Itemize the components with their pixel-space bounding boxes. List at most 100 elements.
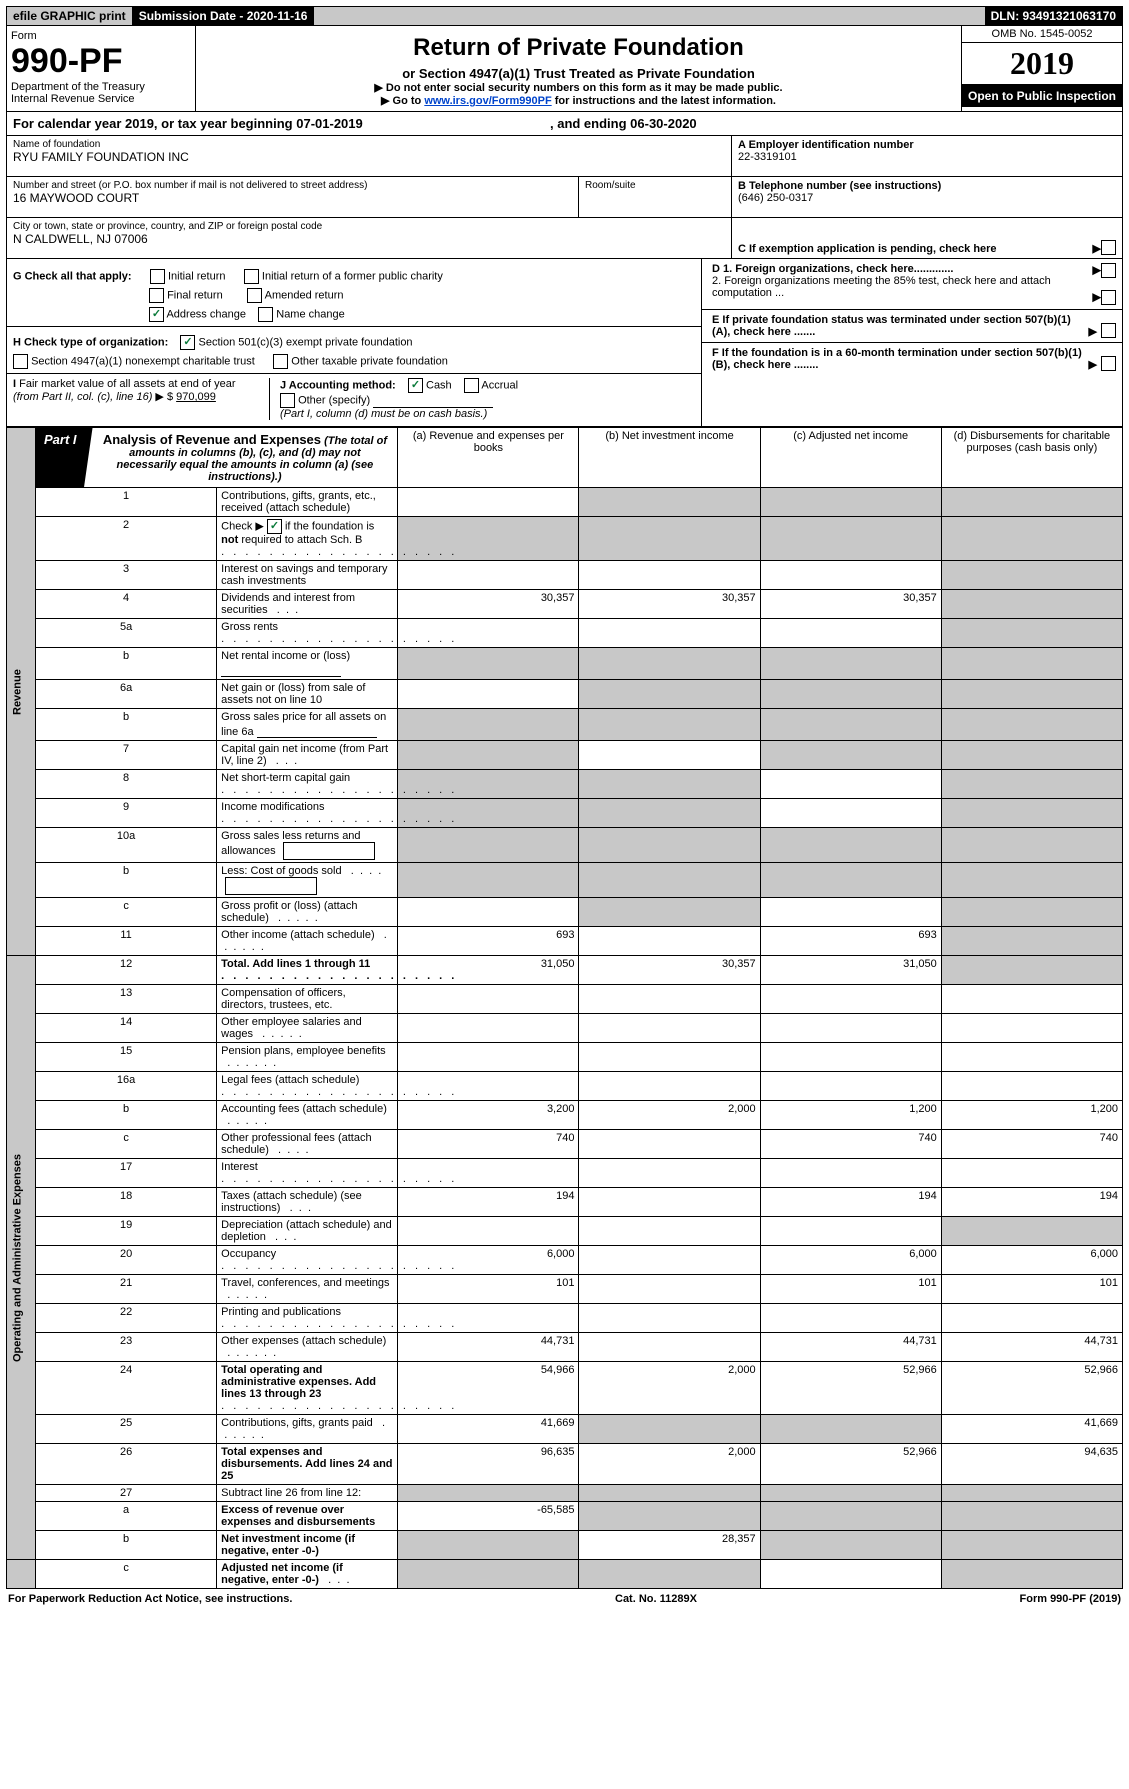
name-change-checkbox[interactable] xyxy=(258,307,273,322)
exemption-pending-checkbox[interactable] xyxy=(1101,240,1116,255)
tax-year: 2019 xyxy=(962,43,1122,85)
amended-return-label: Amended return xyxy=(265,289,344,301)
l26-a: 96,635 xyxy=(398,1444,579,1485)
d2-checkbox[interactable] xyxy=(1101,290,1116,305)
line-17: Interest xyxy=(217,1159,398,1188)
ssn-warning: ▶ Do not enter social security numbers o… xyxy=(206,81,951,94)
form-subtitle: or Section 4947(a)(1) Trust Treated as P… xyxy=(206,66,951,81)
header-left: Form 990-PF Department of the Treasury I… xyxy=(7,26,196,111)
room-label: Room/suite xyxy=(585,180,725,191)
initial-former-label: Initial return of a former public charit… xyxy=(262,270,443,282)
address-change-checkbox[interactable] xyxy=(149,307,164,322)
other-method-checkbox[interactable] xyxy=(280,393,295,408)
line-5a: Gross rents xyxy=(217,619,398,648)
l16b-d: 1,200 xyxy=(941,1101,1122,1130)
info-left: Name of foundation RYU FAMILY FOUNDATION… xyxy=(7,136,731,258)
l23-c: 44,731 xyxy=(760,1333,941,1362)
ein: 22-3319101 xyxy=(738,151,1116,163)
g-label: G Check all that apply: xyxy=(13,270,132,282)
part1-title: Analysis of Revenue and Expenses xyxy=(103,432,321,447)
line-1: Contributions, gifts, grants, etc., rece… xyxy=(217,488,398,517)
schb-checkbox[interactable] xyxy=(267,519,282,534)
address-label: Number and street (or P.O. box number if… xyxy=(13,180,572,191)
irs: Internal Revenue Service xyxy=(11,93,191,105)
foundation-name-label: Name of foundation xyxy=(13,139,725,150)
other-taxable-label: Other taxable private foundation xyxy=(291,355,448,367)
revenue-sidebar: Revenue xyxy=(7,428,36,956)
address-change-label: Address change xyxy=(166,308,246,320)
final-return-checkbox[interactable] xyxy=(149,288,164,303)
l18-c: 194 xyxy=(760,1188,941,1217)
line-10b: Less: Cost of goods sold . . . . xyxy=(217,863,398,898)
line-23: Other expenses (attach schedule) . . . .… xyxy=(217,1333,398,1362)
calendar-year-row: For calendar year 2019, or tax year begi… xyxy=(6,112,1123,136)
4947-checkbox[interactable] xyxy=(13,354,28,369)
initial-former-checkbox[interactable] xyxy=(244,269,259,284)
e-checkbox[interactable] xyxy=(1101,323,1116,338)
accrual-checkbox[interactable] xyxy=(464,378,479,393)
l4-b: 30,357 xyxy=(579,590,760,619)
e-label: E If private foundation status was termi… xyxy=(712,314,1089,338)
goto-post: for instructions and the latest informat… xyxy=(552,95,776,107)
calyear-begin: 07-01-2019 xyxy=(296,116,363,131)
l12-b: 30,357 xyxy=(579,956,760,985)
instructions-link[interactable]: www.irs.gov/Form990PF xyxy=(424,95,551,107)
l16b-a: 3,200 xyxy=(398,1101,579,1130)
d1-checkbox[interactable] xyxy=(1101,263,1116,278)
line-16a: Legal fees (attach schedule) xyxy=(217,1072,398,1101)
address: 16 MAYWOOD COURT xyxy=(13,191,572,205)
ein-label: A Employer identification number xyxy=(738,139,1116,151)
f-checkbox[interactable] xyxy=(1101,356,1116,371)
l23-a: 44,731 xyxy=(398,1333,579,1362)
l26-d: 94,635 xyxy=(941,1444,1122,1485)
l26-c: 52,966 xyxy=(760,1444,941,1485)
other-taxable-checkbox[interactable] xyxy=(273,354,288,369)
l20-d: 6,000 xyxy=(941,1246,1122,1275)
line-8: Net short-term capital gain xyxy=(217,770,398,799)
exemption-pending-label: C If exemption application is pending, c… xyxy=(738,243,1093,255)
l21-a: 101 xyxy=(398,1275,579,1304)
line-10a: Gross sales less returns and allowances xyxy=(217,828,398,863)
footer-right: Form 990-PF (2019) xyxy=(1020,1593,1122,1605)
initial-return-label: Initial return xyxy=(168,270,225,282)
l24-d: 52,966 xyxy=(941,1362,1122,1415)
form-word: Form xyxy=(11,30,191,42)
l12-c: 31,050 xyxy=(760,956,941,985)
l20-c: 6,000 xyxy=(760,1246,941,1275)
line-19: Depreciation (attach schedule) and deple… xyxy=(217,1217,398,1246)
efile-label: efile GRAPHIC print xyxy=(7,7,133,25)
goto-instructions: ▶ Go to www.irs.gov/Form990PF for instru… xyxy=(206,94,951,107)
line-27b: Net investment income (if negative, ente… xyxy=(217,1531,398,1560)
col-d-header: (d) Disbursements for charitable purpose… xyxy=(941,428,1122,488)
line-18: Taxes (attach schedule) (see instruction… xyxy=(217,1188,398,1217)
l16b-c: 1,200 xyxy=(760,1101,941,1130)
line-5b: Net rental income or (loss) xyxy=(217,648,398,680)
calyear-mid: , and ending xyxy=(550,116,630,131)
line-27a: Excess of revenue over expenses and disb… xyxy=(217,1502,398,1531)
l11-a: 693 xyxy=(398,927,579,956)
l21-d: 101 xyxy=(941,1275,1122,1304)
line-9: Income modifications xyxy=(217,799,398,828)
l16c-a: 740 xyxy=(398,1130,579,1159)
j-label: J Accounting method: xyxy=(280,379,396,391)
line-24: Total operating and administrative expen… xyxy=(217,1362,398,1415)
501c3-checkbox[interactable] xyxy=(180,335,195,350)
calyear-pre: For calendar year 2019, or tax year begi… xyxy=(13,116,296,131)
h-label: H Check type of organization: xyxy=(13,336,168,348)
line-21: Travel, conferences, and meetings . . . … xyxy=(217,1275,398,1304)
line-14: Other employee salaries and wages . . . … xyxy=(217,1014,398,1043)
amended-return-checkbox[interactable] xyxy=(247,288,262,303)
initial-return-checkbox[interactable] xyxy=(150,269,165,284)
line-10c: Gross profit or (loss) (attach schedule)… xyxy=(217,898,398,927)
line-4: Dividends and interest from securities .… xyxy=(217,590,398,619)
foundation-name: RYU FAMILY FOUNDATION INC xyxy=(13,150,725,164)
dln: DLN: 93491321063170 xyxy=(985,7,1122,25)
j-note: (Part I, column (d) must be on cash basi… xyxy=(280,408,487,420)
city: N CALDWELL, NJ 07006 xyxy=(13,232,725,246)
top-spacer xyxy=(314,7,984,25)
l18-a: 194 xyxy=(398,1188,579,1217)
cash-checkbox[interactable] xyxy=(408,378,423,393)
header-mid: Return of Private Foundation or Section … xyxy=(196,26,961,111)
col-a-header: (a) Revenue and expenses per books xyxy=(398,428,579,488)
info-right: A Employer identification number 22-3319… xyxy=(731,136,1122,258)
